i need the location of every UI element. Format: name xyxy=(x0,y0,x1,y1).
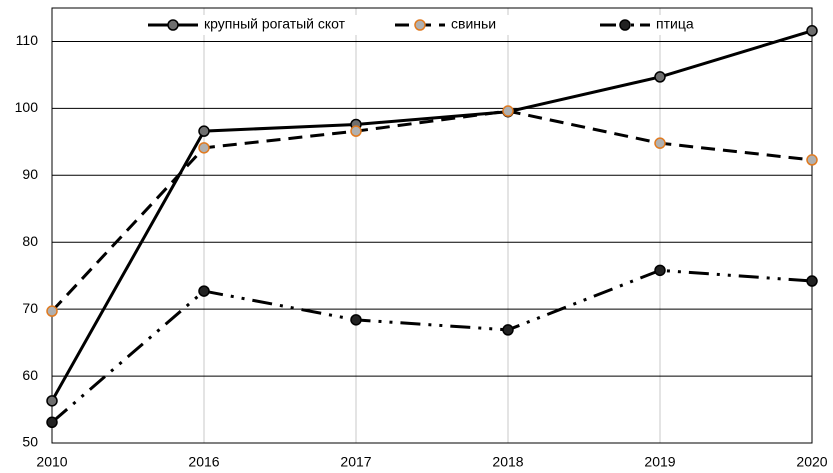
y-tick-label: 60 xyxy=(22,367,38,383)
data-point xyxy=(198,285,210,297)
legend-bg xyxy=(144,15,384,35)
data-point xyxy=(654,264,666,277)
data-point xyxy=(198,125,210,137)
data-point xyxy=(502,105,514,117)
data-point xyxy=(806,154,818,166)
data-point xyxy=(806,275,818,287)
legend-marker xyxy=(414,19,426,31)
x-tick-label: 2018 xyxy=(492,454,523,470)
data-point xyxy=(654,71,666,83)
y-tick-label: 110 xyxy=(16,32,39,48)
x-tick-label: 2020 xyxy=(796,454,827,470)
legend-marker xyxy=(619,19,631,31)
data-point xyxy=(502,324,514,336)
y-tick-label: 70 xyxy=(22,300,38,316)
legend-bg xyxy=(391,15,541,35)
data-point xyxy=(46,305,58,317)
legend-bg xyxy=(596,15,746,35)
y-tick-label: 50 xyxy=(22,434,38,450)
data-point xyxy=(350,314,362,326)
x-tick-label: 2019 xyxy=(644,454,675,470)
legend-label: крупный рогатый скот xyxy=(204,16,346,32)
series-line xyxy=(50,29,813,402)
series-line xyxy=(51,268,813,424)
x-tick-label: 2016 xyxy=(188,454,219,470)
legend-label: свиньи xyxy=(451,16,496,32)
legend-label: птица xyxy=(656,16,694,32)
y-tick-label: 80 xyxy=(22,233,38,249)
legend-marker xyxy=(167,19,179,31)
y-tick-label: 90 xyxy=(22,166,38,182)
data-point xyxy=(806,25,818,37)
y-tick-label: 100 xyxy=(15,99,39,115)
series-line xyxy=(50,109,813,313)
x-tick-label: 2017 xyxy=(340,454,371,470)
plot-border xyxy=(51,7,813,444)
data-point xyxy=(654,137,666,149)
data-point xyxy=(46,395,58,407)
data-point xyxy=(350,125,362,137)
data-point xyxy=(198,142,210,154)
data-point xyxy=(46,416,58,429)
x-tick-label: 2010 xyxy=(36,454,67,470)
